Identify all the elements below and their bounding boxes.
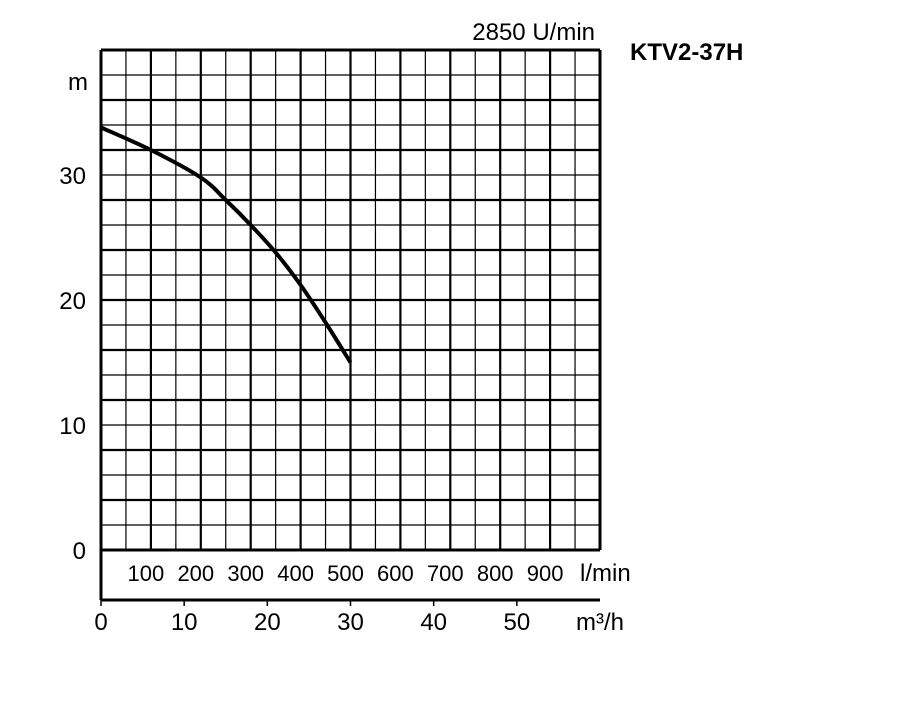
x-tick-label: 300 (227, 561, 264, 586)
x2-tick-label: 50 (503, 609, 530, 636)
x-tick-label: 600 (377, 561, 414, 586)
x-tick-label: 800 (477, 561, 514, 586)
x2-axis-label: m³/h (576, 609, 624, 636)
y-tick-label: 20 (59, 288, 86, 315)
x-tick-label: 700 (427, 561, 464, 586)
x-axis-label: l/min (580, 560, 631, 587)
x2-tick-label: 40 (420, 609, 447, 636)
x-tick-label: 900 (527, 561, 564, 586)
y-tick-label: 10 (59, 413, 86, 440)
y-tick-label: 0 (73, 538, 86, 565)
chart-title: KTV2-37H (630, 39, 743, 66)
x2-tick-label: 20 (254, 609, 281, 636)
x2-tick-label: 30 (337, 609, 364, 636)
x-tick-label: 200 (177, 561, 214, 586)
x-tick-label: 100 (128, 561, 165, 586)
y-tick-label: 30 (59, 163, 86, 190)
x2-tick-label: 10 (171, 609, 198, 636)
x-tick-label: 500 (327, 561, 364, 586)
tick-labels: 0 10 20 30 100 200 300 400 500 600 700 800 900 0 10 20 3… (59, 163, 563, 636)
grid (99, 48, 602, 602)
series-line (100, 125, 353, 364)
x2-tick-label: 0 (94, 609, 107, 636)
subtitle: 2850 U/min (472, 19, 595, 46)
y-axis-label: m (68, 69, 88, 96)
x-tick-label: 400 (277, 561, 314, 586)
